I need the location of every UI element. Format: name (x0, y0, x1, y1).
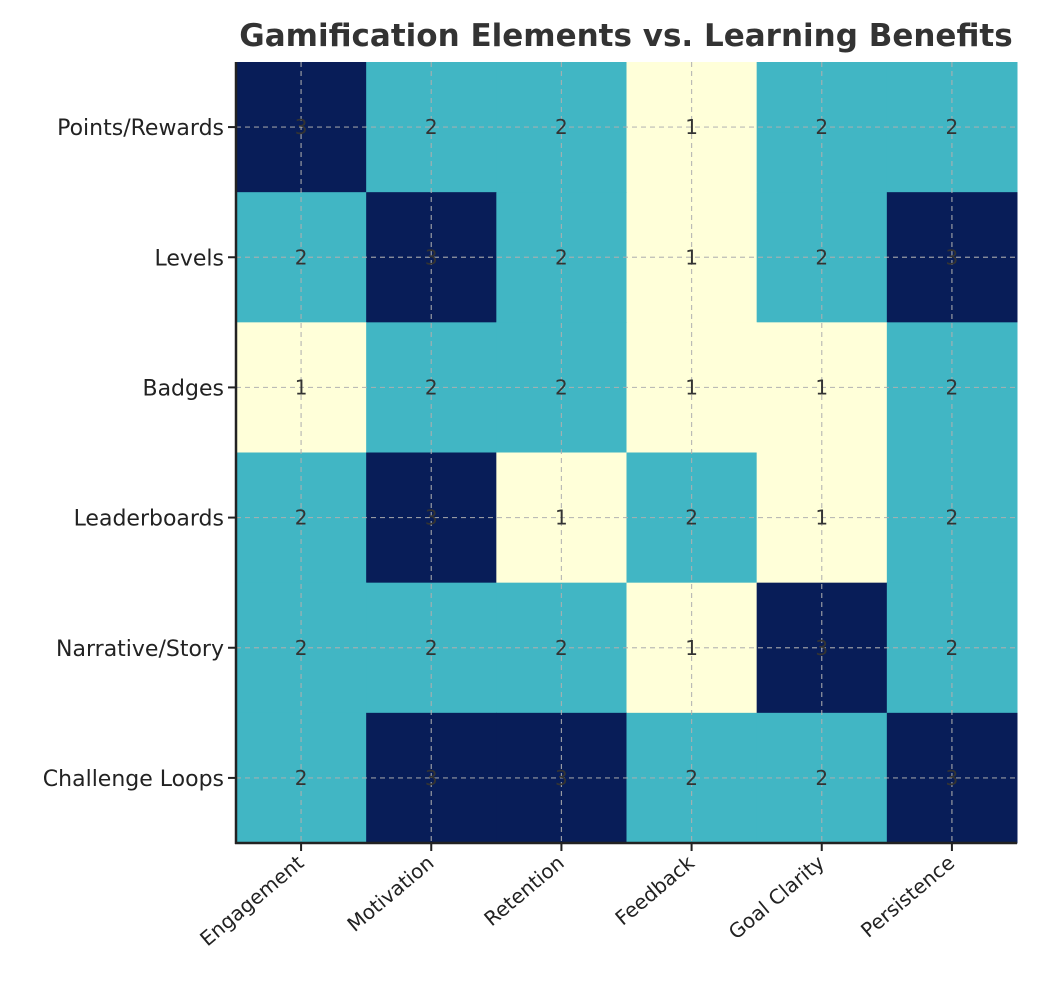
cell-value-label: 2 (425, 375, 438, 399)
heatmap-cell (366, 192, 497, 323)
cell-value-label: 1 (685, 245, 698, 269)
y-tick-label: Challenge Loops (43, 767, 224, 792)
cell-value-label: 2 (295, 636, 308, 660)
cell-value-label: 2 (295, 506, 308, 530)
cell-value-label: 2 (815, 245, 828, 269)
x-tick-label: Motivation (342, 850, 438, 936)
cell-value-label: 3 (946, 766, 959, 790)
x-tick-labels: Engagement Motivation Retention Feedback Goa… (195, 843, 959, 951)
chart-title: Gamification Elements vs. Learning Benef… (239, 18, 1012, 54)
cell-value-label: 3 (425, 245, 438, 269)
x-tick-label: Retention (479, 850, 568, 930)
heatmap-cells (236, 62, 1018, 844)
cell-value-label: 3 (815, 636, 828, 660)
cell-value-label: 2 (295, 766, 308, 790)
cell-value-label: 2 (555, 115, 568, 139)
y-tick-label: Points/Rewards (57, 116, 224, 141)
cell-value-label: 2 (555, 245, 568, 269)
x-tick-label: Feedback (610, 850, 699, 930)
cell-value-label: 3 (946, 245, 959, 269)
y-tick-label: Narrative/Story (56, 637, 224, 662)
cell-value-label: 2 (685, 766, 698, 790)
y-tick-labels: Points/Rewards Levels Badges Leaderboards Na… (43, 116, 236, 792)
cell-value-label: 2 (815, 115, 828, 139)
cell-value-label: 3 (555, 766, 568, 790)
y-tick-label: Badges (142, 376, 224, 401)
cell-value-label: 1 (685, 115, 698, 139)
cell-value-label: 1 (555, 506, 568, 530)
cell-value-label: 1 (815, 506, 828, 530)
cell-value-label: 1 (815, 375, 828, 399)
x-tick-label: Engagement (195, 850, 308, 950)
cell-value-label: 2 (946, 115, 959, 139)
cell-value-label: 1 (685, 636, 698, 660)
cell-value-label: 2 (946, 375, 959, 399)
cell-value-label: 3 (425, 766, 438, 790)
cell-value-label: 3 (295, 115, 308, 139)
cell-value-label: 2 (555, 636, 568, 660)
y-tick-label: Leaderboards (74, 507, 224, 532)
cell-value-label: 2 (295, 245, 308, 269)
cell-value-label: 2 (555, 375, 568, 399)
cell-value-label: 2 (425, 115, 438, 139)
gridlines (236, 62, 1017, 843)
x-tick-label: Persistence (856, 850, 959, 942)
x-tick-label: Goal Clarity (724, 850, 829, 944)
cell-value-label: 3 (425, 506, 438, 530)
cell-value-label: 2 (425, 636, 438, 660)
axes (234, 62, 1017, 845)
cell-value-label: 1 (295, 375, 308, 399)
y-tick-label: Levels (154, 246, 224, 271)
cell-value-label: 1 (685, 375, 698, 399)
cell-value-label: 2 (685, 506, 698, 530)
cell-annotations: 3 2 2 1 2 2 2 3 2 1 2 3 1 2 2 1 1 2 2 3 1 2 1 2 2 2 2 1 3 2 2 3 3 2 2 3 (295, 115, 959, 790)
cell-value-label: 2 (815, 766, 828, 790)
cell-value-label: 2 (946, 506, 959, 530)
cell-value-label: 2 (946, 636, 959, 660)
